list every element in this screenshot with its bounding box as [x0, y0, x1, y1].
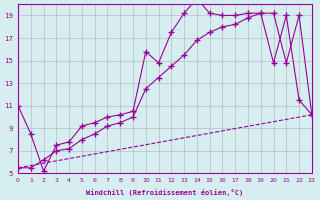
X-axis label: Windchill (Refroidissement éolien,°C): Windchill (Refroidissement éolien,°C): [86, 189, 244, 196]
